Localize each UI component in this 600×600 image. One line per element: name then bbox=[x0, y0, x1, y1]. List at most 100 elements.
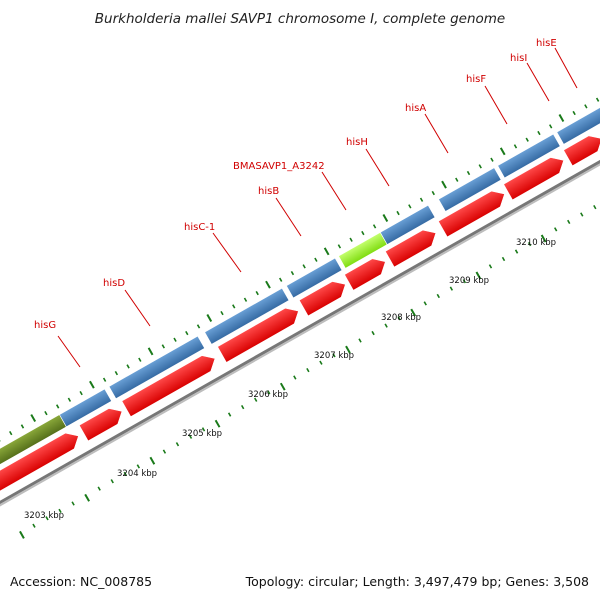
scale-tick-mark bbox=[267, 390, 271, 395]
gene-label-hisF[interactable]: hisF bbox=[466, 74, 486, 85]
scale-tick-mark bbox=[514, 249, 519, 254]
tick-mark bbox=[79, 390, 83, 396]
scale-tick-mark bbox=[110, 479, 114, 484]
scale-tick-mark bbox=[371, 330, 375, 336]
reverse-cds-arrow bbox=[217, 307, 299, 363]
tick-mark bbox=[558, 113, 565, 122]
tick-mark bbox=[89, 380, 95, 389]
scale-label: 3207 kbp bbox=[314, 351, 354, 361]
leader-line bbox=[554, 47, 578, 89]
scale-tick-mark bbox=[84, 493, 90, 502]
tick-mark bbox=[161, 344, 165, 349]
scale-label: 3209 kbp bbox=[449, 276, 489, 286]
reverse-cds-arrow bbox=[0, 432, 79, 503]
scale-tick-mark bbox=[580, 212, 584, 217]
scale-tick-mark bbox=[162, 449, 167, 454]
scale-label: 3205 kbp bbox=[182, 429, 222, 439]
gene-label-layer: hisG hisD hisC-1 hisB BMASAVP1_A3242 his… bbox=[34, 38, 578, 368]
scale-tick-mark bbox=[123, 471, 127, 476]
scale-tick-mark bbox=[58, 508, 62, 514]
gene-label-hisA[interactable]: hisA bbox=[405, 103, 426, 114]
tick-mark bbox=[431, 190, 435, 196]
tick-mark bbox=[232, 304, 236, 309]
scale-tick-mark bbox=[567, 219, 571, 225]
tick-mark bbox=[455, 177, 459, 182]
leader-line bbox=[275, 197, 302, 237]
gene-label-hisI[interactable]: hisI bbox=[510, 53, 527, 64]
reverse-cds-arrow bbox=[384, 229, 437, 268]
scale-tick-mark bbox=[227, 412, 232, 417]
scale-tick-mark bbox=[462, 279, 467, 284]
tick-mark bbox=[102, 377, 107, 382]
leader-line bbox=[57, 335, 81, 368]
scale-tick-mark bbox=[527, 242, 532, 247]
reverse-cds-arrow bbox=[298, 281, 346, 317]
tick-mark bbox=[44, 410, 48, 416]
tick-mark bbox=[419, 197, 424, 202]
forward-cds bbox=[379, 204, 436, 245]
scale-tick-mark bbox=[397, 316, 401, 321]
tick-mark bbox=[206, 314, 213, 322]
tick-mark bbox=[185, 330, 189, 336]
reverse-cds-arrow bbox=[437, 190, 505, 238]
tick-mark bbox=[537, 130, 541, 136]
gene-label-BMASAVP1_A3242[interactable]: BMASAVP1_A3242 bbox=[233, 161, 325, 172]
scale-tick-mark bbox=[345, 345, 351, 354]
scale-tick-mark bbox=[423, 301, 427, 306]
tick-mark bbox=[314, 257, 318, 262]
tick-mark bbox=[114, 370, 119, 376]
reverse-strand-track bbox=[0, 135, 600, 503]
tick-mark bbox=[265, 280, 271, 289]
gene-label-hisC-1[interactable]: hisC-1 bbox=[184, 222, 215, 233]
scale-tick-mark bbox=[306, 367, 310, 373]
tick-mark bbox=[441, 180, 447, 189]
scale-label: 3208 kbp bbox=[381, 313, 421, 323]
backbone-line bbox=[0, 148, 600, 509]
scale-tick-mark bbox=[201, 427, 206, 432]
tick-mark bbox=[382, 214, 389, 222]
outer-tick-row bbox=[0, 97, 600, 442]
tick-mark bbox=[396, 210, 400, 216]
scale-tick-mark bbox=[436, 293, 440, 299]
scale-tick-mark bbox=[188, 434, 193, 439]
tick-mark bbox=[478, 164, 482, 169]
tick-mark bbox=[290, 270, 295, 276]
gene-label-hisD[interactable]: hisD bbox=[103, 278, 125, 289]
tick-mark bbox=[337, 244, 342, 249]
tick-mark bbox=[349, 237, 353, 242]
leader-line bbox=[321, 171, 347, 211]
accession-text: Accession: NC_008785 bbox=[10, 574, 152, 589]
scale-tick-mark bbox=[254, 397, 258, 402]
forward-cds bbox=[108, 335, 206, 400]
tick-mark bbox=[255, 290, 259, 296]
leader-line bbox=[212, 232, 242, 273]
forward-cds bbox=[438, 167, 502, 212]
gene-label-hisG[interactable]: hisG bbox=[34, 320, 56, 331]
leader-line bbox=[424, 113, 449, 154]
scale-tick-mark bbox=[32, 523, 36, 528]
scale-label: 3210 kbp bbox=[516, 238, 556, 248]
scale-tick-mark bbox=[214, 419, 221, 428]
tick-mark bbox=[138, 357, 142, 362]
gene-label-hisH[interactable]: hisH bbox=[346, 137, 368, 148]
leader-line bbox=[526, 62, 550, 102]
tick-mark bbox=[513, 144, 518, 149]
tick-mark bbox=[408, 204, 412, 209]
scale-tick-mark bbox=[553, 227, 558, 232]
scale-tick-mark bbox=[488, 264, 493, 269]
reverse-cds-arrow bbox=[503, 157, 565, 201]
tick-mark bbox=[220, 310, 224, 316]
tick-mark bbox=[279, 277, 283, 282]
tick-mark bbox=[243, 297, 248, 302]
scale-label: 3204 kbp bbox=[117, 469, 157, 479]
scale-tick-mark bbox=[384, 323, 388, 328]
tick-mark bbox=[173, 337, 177, 342]
leader-line bbox=[484, 85, 508, 125]
gene-label-hisE[interactable]: hisE bbox=[536, 38, 557, 49]
gene-label-hisB[interactable]: hisB bbox=[258, 186, 279, 197]
genome-summary-text: Topology: circular; Length: 3,497,479 bp… bbox=[245, 574, 589, 589]
tick-mark bbox=[466, 170, 471, 176]
scale-label: 3203 kbp bbox=[24, 511, 64, 521]
scale-tick-mark bbox=[358, 338, 362, 343]
